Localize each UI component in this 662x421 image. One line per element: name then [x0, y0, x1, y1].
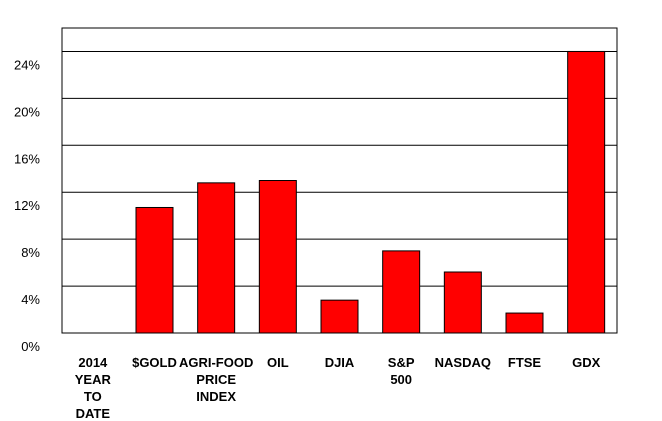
x-axis-ticks: 2014 YEAR TO DATE $GOLD AGRI-FOOD PRICE INDEX OI… [75, 355, 601, 421]
bar [197, 182, 236, 334]
x-tick-label: S&P 500 [388, 355, 415, 387]
plot-frame [61, 27, 618, 334]
x-tick-label: $GOLD [132, 355, 177, 370]
y-axis-ticks: 0% 4% 8% 12% 16% 20% 24% [14, 57, 40, 354]
bar [258, 180, 297, 334]
x-tick-label: 2014 YEAR TO DATE [75, 355, 112, 421]
x-tick-label: AGRI-FOOD PRICE INDEX [179, 355, 253, 404]
bar [505, 312, 544, 334]
y-tick-label: 4% [21, 292, 40, 307]
bar [320, 299, 359, 334]
y-tick-label: 24% [14, 57, 40, 72]
y-tick-label: 16% [14, 151, 40, 166]
y-tick-label: 20% [14, 104, 40, 119]
x-tick-label: OIL [267, 355, 289, 370]
bars [135, 50, 606, 334]
bar [443, 271, 482, 334]
bar [135, 206, 174, 334]
y-tick-label: 12% [14, 198, 40, 213]
y-tick-label: 8% [21, 245, 40, 260]
x-tick-label: DJIA [325, 355, 355, 370]
bar [382, 250, 421, 334]
x-tick-label: FTSE [508, 355, 542, 370]
x-tick-label: NASDAQ [435, 355, 491, 370]
bar [567, 50, 606, 334]
y-tick-label: 0% [21, 339, 40, 354]
x-tick-label: GDX [572, 355, 601, 370]
